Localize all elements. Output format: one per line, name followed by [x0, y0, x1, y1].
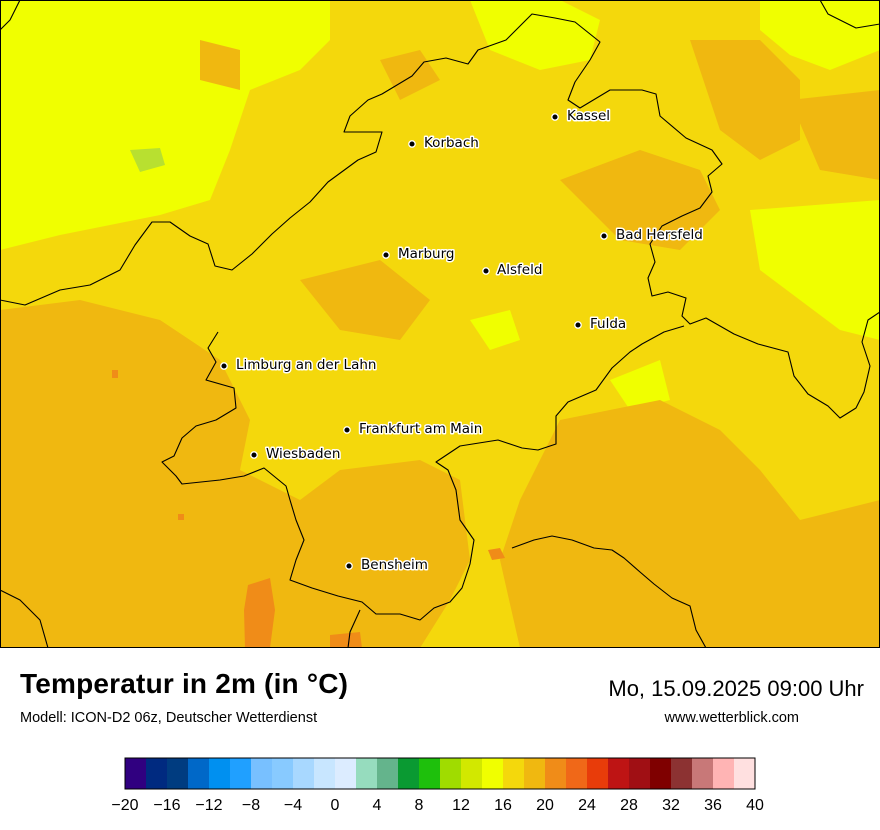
legend-tick-label: 20: [536, 797, 554, 814]
legend-swatch: [587, 758, 609, 789]
legend-swatch: [230, 758, 252, 789]
legend-swatch: [209, 758, 231, 789]
svg-text:Fulda: Fulda: [590, 316, 626, 332]
svg-text:Frankfurt am Main: Frankfurt am Main: [359, 421, 482, 437]
legend-swatch: [671, 758, 693, 789]
legend-swatch: [314, 758, 336, 789]
city-kassel: Kassel: [551, 107, 612, 126]
city-markers: Kassel Korbach Bad Hersfeld Marburg Alsf…: [220, 107, 704, 575]
website-link: www.wetterblick.com: [664, 710, 799, 726]
city-korbach: Korbach: [408, 134, 480, 153]
city-wiesbaden: Wiesbaden: [250, 445, 342, 464]
legend-swatch: [503, 758, 525, 789]
legend-tick-label: 32: [662, 797, 680, 814]
svg-text:Alsfeld: Alsfeld: [497, 262, 542, 278]
temperature-map: Kassel Korbach Bad Hersfeld Marburg Alsf…: [0, 0, 880, 648]
legend-tick-label: −8: [242, 797, 260, 814]
city-alsfeld: Alsfeld: [482, 261, 544, 280]
legend-swatch: [482, 758, 504, 789]
color-legend: −20 −16 −12 −8 −4 0 4 8 12 16 20 24 28 32 36 40: [111, 757, 764, 814]
legend-swatch: [272, 758, 294, 789]
svg-text:Bensheim: Bensheim: [361, 557, 428, 573]
legend-swatch: [713, 758, 735, 789]
legend-tick-label: −20: [111, 797, 138, 814]
legend-swatch: [692, 758, 714, 789]
svg-text:Bad Hersfeld: Bad Hersfeld: [616, 227, 703, 243]
legend-tick-label: 28: [620, 797, 638, 814]
legend-swatch: [335, 758, 357, 789]
legend-swatch: [146, 758, 168, 789]
legend-swatch: [524, 758, 546, 789]
legend-swatch: [545, 758, 567, 789]
legend-swatch: [461, 758, 483, 789]
legend-swatch: [566, 758, 588, 789]
legend-swatch: [293, 758, 315, 789]
legend-tick-label: 4: [373, 797, 382, 814]
legend-swatch: [125, 758, 147, 789]
legend-swatch: [356, 758, 378, 789]
city-bad-hersfeld: Bad Hersfeld: [600, 226, 704, 245]
legend-tick-label: 0: [331, 797, 340, 814]
legend-swatch: [608, 758, 630, 789]
legend-ticks: −20 −16 −12 −8 −4 0 4 8 12 16 20 24 28 32 36 40: [111, 797, 764, 814]
legend-tick-label: 8: [415, 797, 424, 814]
legend-tick-label: 36: [704, 797, 722, 814]
cool-areas: [0, 0, 880, 600]
legend-tick-label: 12: [452, 797, 470, 814]
model-info: Modell: ICON-D2 06z, Deutscher Wetterdie…: [20, 710, 318, 726]
legend-tick-label: 16: [494, 797, 512, 814]
warmer-areas: [112, 370, 505, 648]
legend-tick-label: 24: [578, 797, 596, 814]
svg-text:Wiesbaden: Wiesbaden: [266, 446, 340, 462]
svg-text:Korbach: Korbach: [424, 135, 479, 151]
svg-text:Limburg an der Lahn: Limburg an der Lahn: [236, 357, 376, 373]
svg-text:Kassel: Kassel: [567, 108, 610, 124]
page-title: Temperatur in 2m (in °C): [20, 668, 349, 699]
legend-swatch: [440, 758, 462, 789]
legend-swatch: [377, 758, 399, 789]
legend-swatches: [124, 757, 756, 790]
legend-swatch: [398, 758, 420, 789]
legend-tick-label: −12: [195, 797, 222, 814]
legend-swatch: [251, 758, 273, 789]
svg-text:Marburg: Marburg: [398, 246, 454, 262]
legend-swatch: [419, 758, 441, 789]
coolest-areas: [130, 148, 165, 172]
state-borders: [0, 0, 880, 648]
legend-swatch: [650, 758, 672, 789]
city-limburg-an-der-lahn: Limburg an der Lahn: [220, 356, 378, 375]
legend-tick-label: −4: [284, 797, 302, 814]
legend-tick-label: 40: [746, 797, 764, 814]
city-marburg: Marburg: [382, 245, 456, 264]
legend-swatch: [167, 758, 189, 789]
legend-swatch: [188, 758, 210, 789]
city-fulda: Fulda: [574, 315, 628, 334]
forecast-datetime: Mo, 15.09.2025 09:00 Uhr: [608, 676, 864, 701]
legend-frame: [124, 757, 756, 790]
legend-swatch: [629, 758, 651, 789]
warm-areas: [0, 40, 880, 648]
city-bensheim: Bensheim: [345, 556, 429, 575]
city-frankfurt-am-main: Frankfurt am Main: [343, 420, 484, 439]
legend-tick-label: −16: [153, 797, 180, 814]
legend-swatch: [734, 758, 756, 789]
